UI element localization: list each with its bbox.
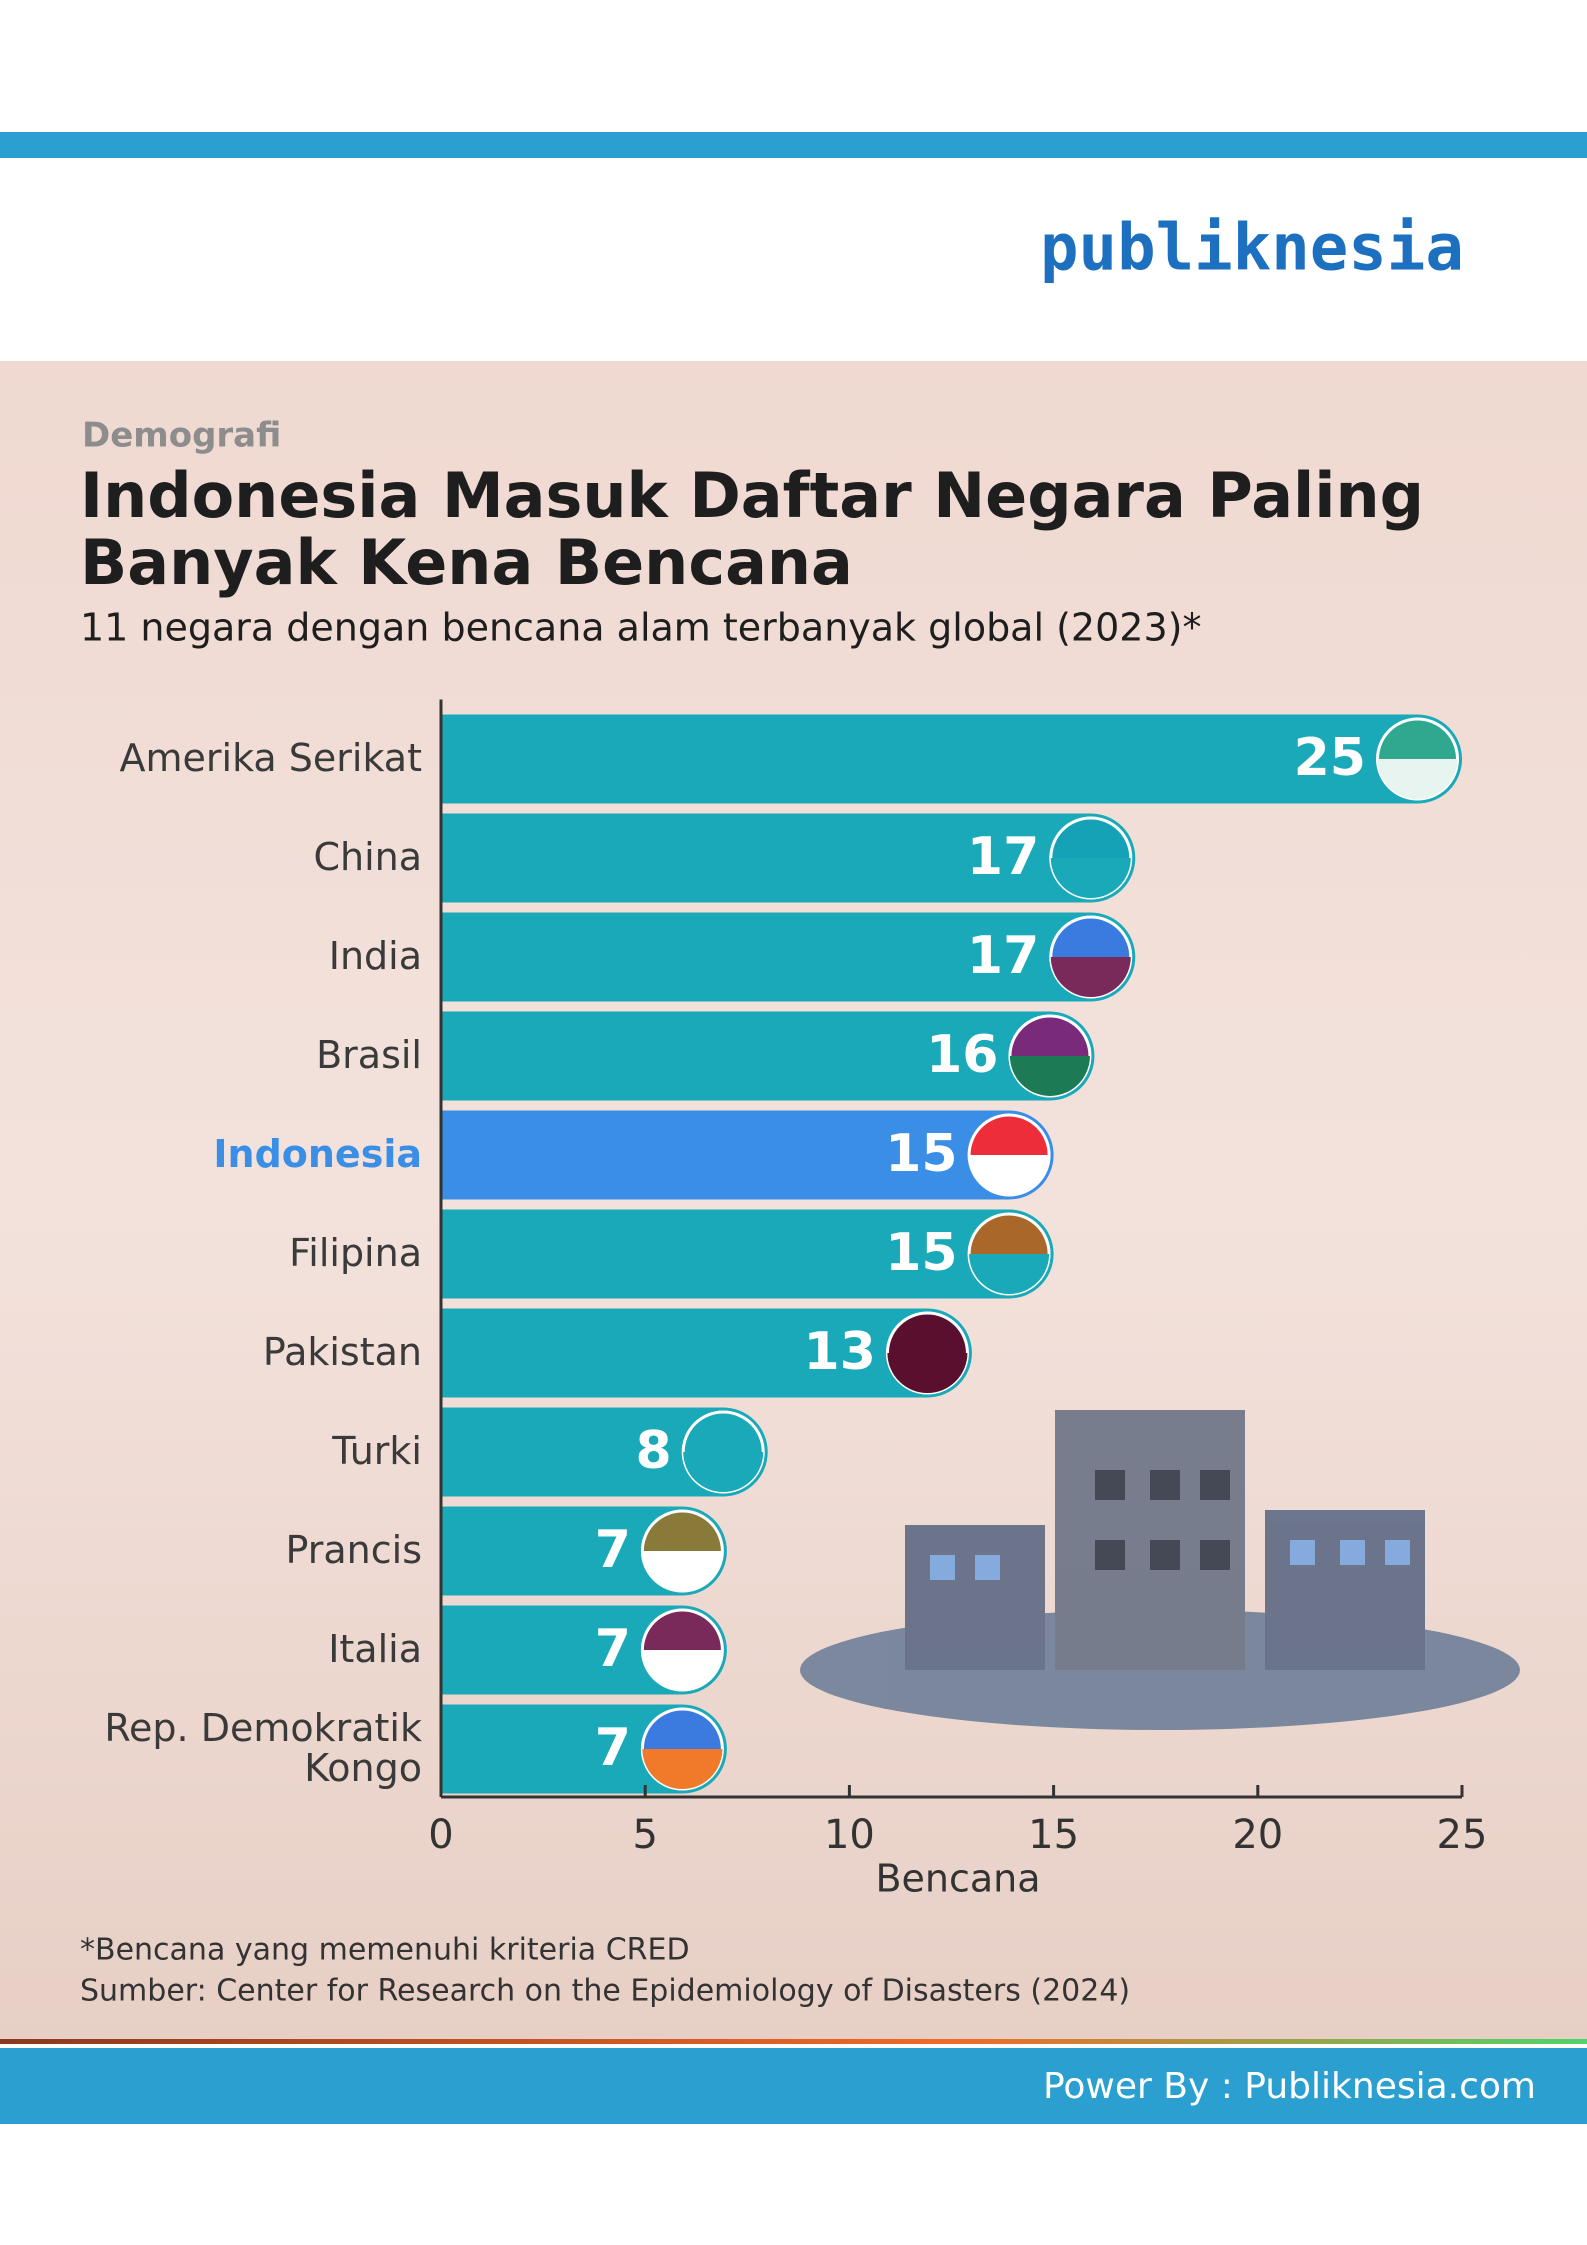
flag-icon [642,1749,723,1790]
value-label: 17 [967,926,1039,986]
value-label: 16 [926,1025,998,1085]
chart-subtitle: 11 negara dengan bencana alam terbanyak … [80,606,1201,650]
x-tick-label: 20 [1232,1812,1283,1858]
value-label: 13 [804,1322,876,1382]
footer-credit: Power By : Publiknesia.com [1043,2066,1536,2107]
category-label: Indonesia [213,1132,422,1177]
flag-icon [1377,759,1458,799]
flag-icon [1050,957,1131,998]
value-label: 15 [885,1223,957,1283]
ruins-illustration [800,1410,1520,1730]
bar [441,1407,768,1497]
footnote: *Bencana yang memenuhi kriteria CRED [80,1933,690,1968]
value-label: 7 [595,1520,631,1580]
x-axis-label: Bencana [875,1857,1040,1901]
category-label: Filipina [289,1231,422,1276]
x-tick-label: 15 [1028,1812,1079,1858]
flag-icon [642,1551,723,1591]
bar [441,813,1136,903]
category-label: Brasil [316,1033,422,1078]
chart-title: Banyak Kena Bencana [80,526,853,599]
footer-band [0,2048,1587,2124]
x-tick-label: 0 [428,1812,453,1858]
value-label: 8 [636,1421,672,1481]
flag-icon [683,1452,764,1492]
bar [441,714,1463,804]
background [0,361,1587,2041]
value-label: 15 [885,1124,957,1184]
flag-icon [1050,858,1131,898]
category-label: Italia [328,1627,422,1672]
flag-icon [969,1254,1050,1294]
flag-icon [887,1353,968,1393]
category-label: India [328,934,422,979]
top-band [0,132,1587,158]
bar [441,1011,1095,1101]
divider [0,2039,1587,2044]
category-label: Amerika Serikat [119,736,422,781]
kicker: Demografi [82,416,281,456]
category-label: Rep. Demokratik Kongo [104,1706,422,1790]
x-tick-label: 25 [1437,1812,1488,1858]
category-label: Prancis [285,1528,423,1573]
flag-icon [969,1155,1050,1195]
value-label: 7 [595,1619,631,1679]
logo: publiknesia [1040,212,1464,286]
value-label: 25 [1294,728,1366,788]
x-tick-label: 10 [824,1812,875,1858]
flag-icon [1009,1056,1090,1096]
bar [441,1308,972,1398]
x-tick-label: 5 [632,1812,657,1858]
value-label: 17 [967,827,1039,887]
category-label: China [313,835,422,880]
source: Sumber: Center for Research on the Epide… [80,1974,1130,2009]
bar [441,1209,1054,1299]
bar [441,1110,1054,1200]
flag-icon [642,1650,723,1690]
category-label: Pakistan [262,1330,422,1375]
category-label: Turki [332,1429,422,1474]
value-label: 7 [595,1718,631,1778]
bar [441,912,1136,1002]
chart-title: Indonesia Masuk Daftar Negara Paling [80,459,1424,532]
